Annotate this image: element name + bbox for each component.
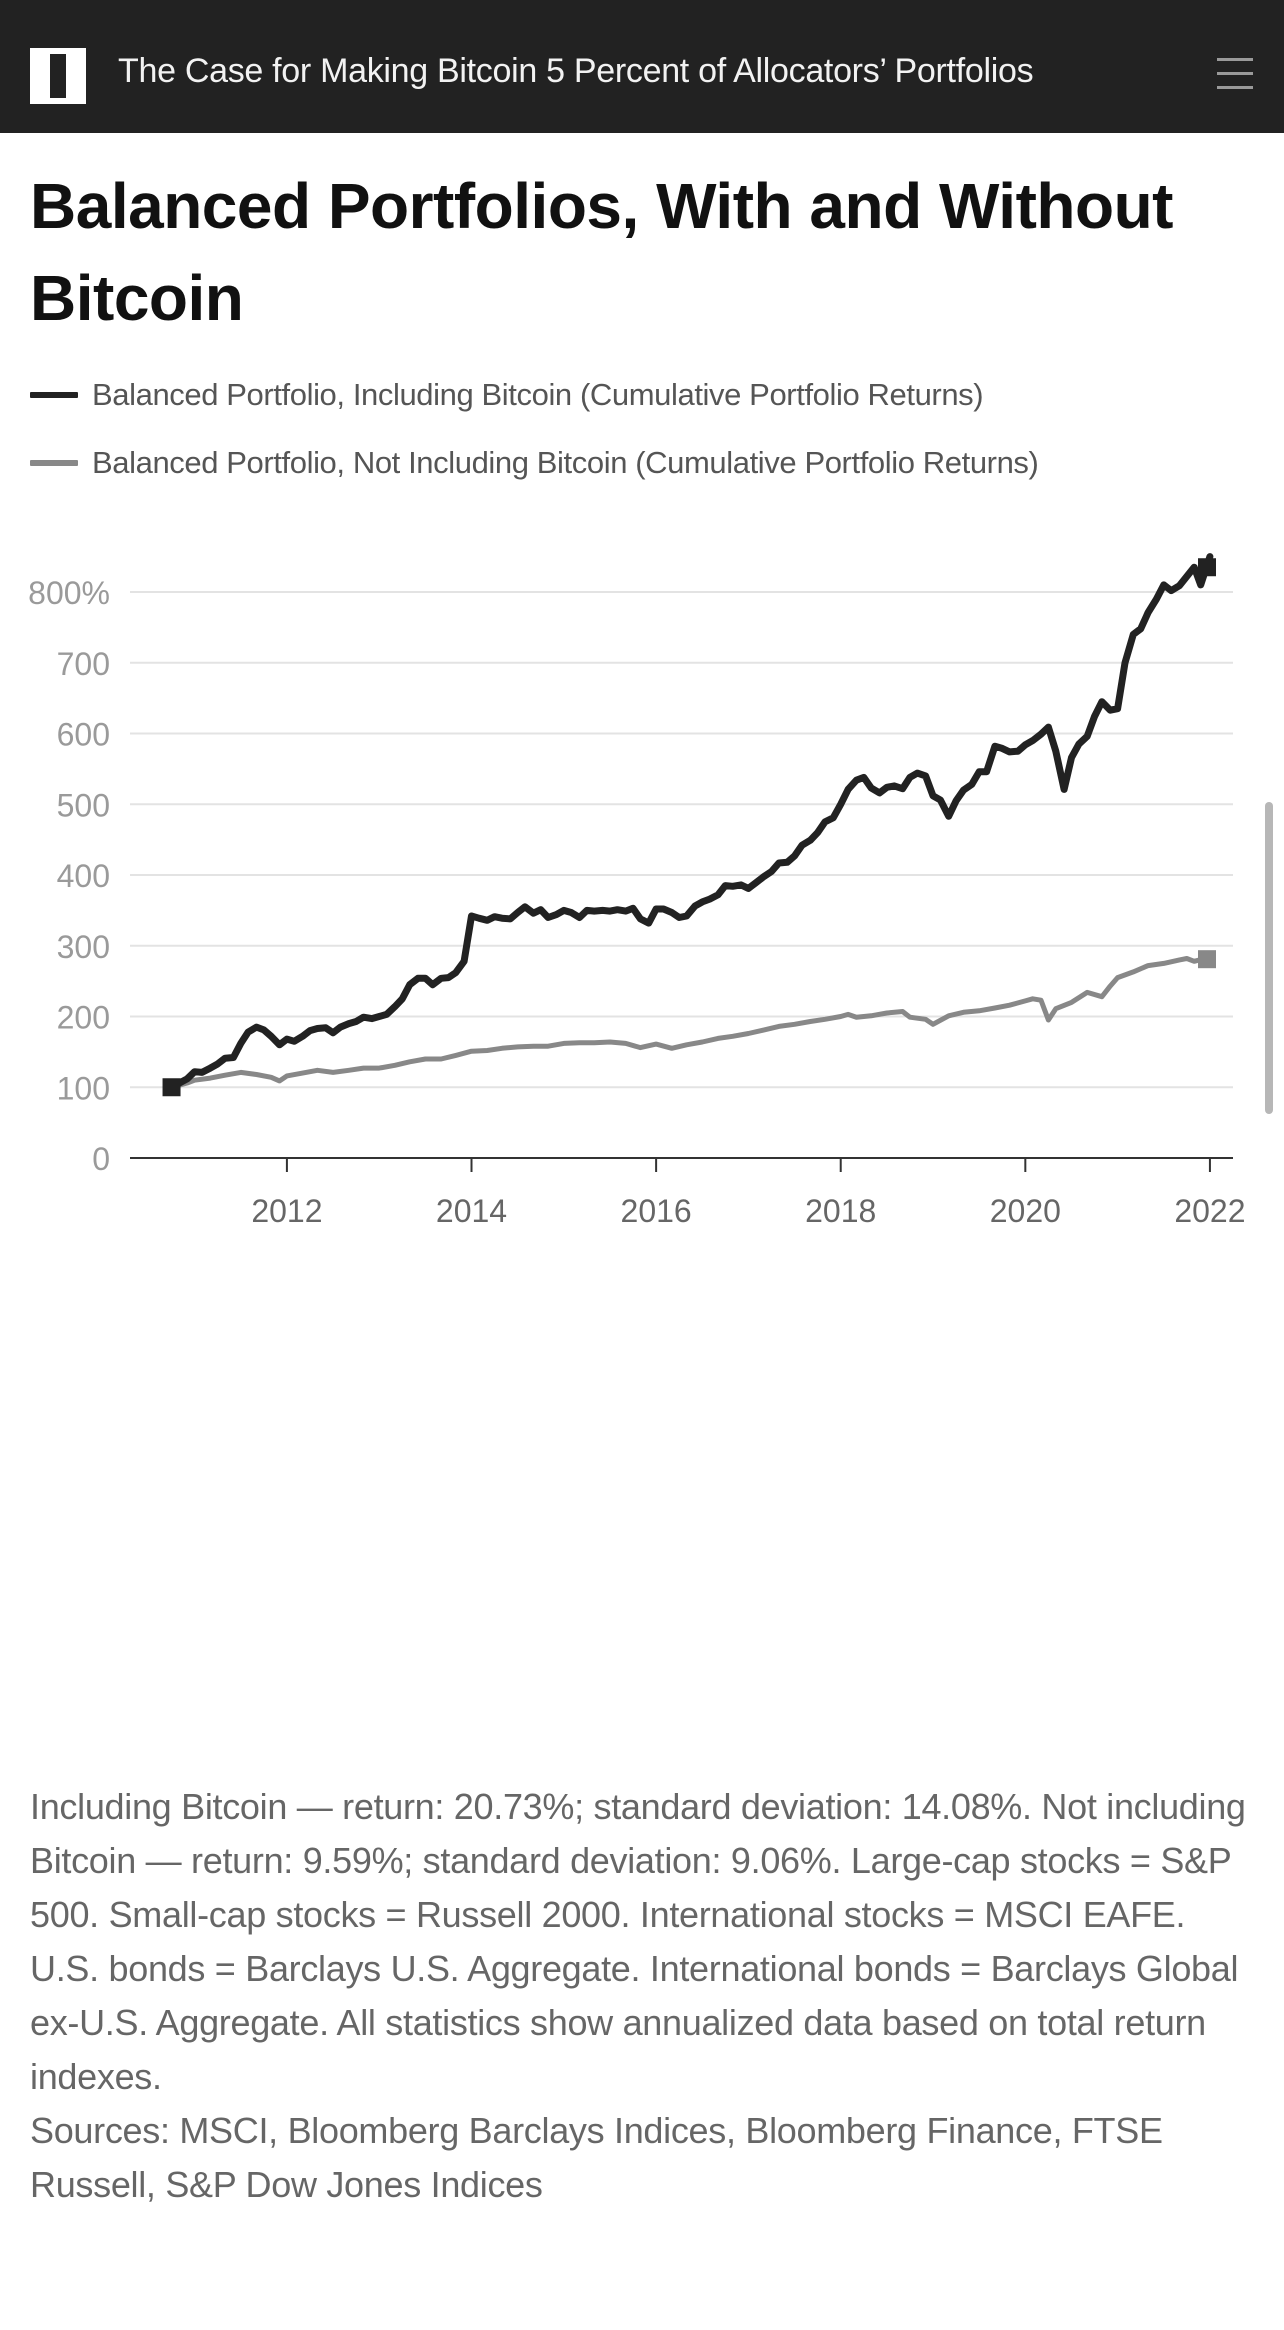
scrollbar-thumb[interactable] [1265,802,1273,1114]
series-line-not-including-bitcoin [169,956,1213,1090]
legend-item-including-bitcoin: Balanced Portfolio, Including Bitcoin (C… [30,372,1038,418]
legend-swatch-not-including-bitcoin [30,460,78,466]
chart-footnote: Including Bitcoin — return: 20.73%; stan… [30,1786,1246,2097]
top-navigation-bar: The Case for Making Bitcoin 5 Percent of… [0,0,1284,133]
x-tick-label: 2016 [621,1193,692,1229]
chart-headline: Balanced Portfolios, With and Without Bi… [30,170,1173,334]
legend-item-not-including-bitcoin: Balanced Portfolio, Not Including Bitcoi… [30,440,1039,486]
ii-logo-icon[interactable] [30,48,86,104]
y-tick-label: 200 [57,1000,110,1036]
legend-label-including-bitcoin: Balanced Portfolio, Including Bitcoin (C… [92,377,984,412]
y-tick-label: 100 [57,1070,110,1106]
chart-notes: Including Bitcoin — return: 20.73%; stan… [30,1780,1260,2212]
y-tick-label: 700 [57,646,110,682]
x-tick-label: 2018 [805,1193,876,1229]
y-tick-label: 600 [57,717,110,753]
series-line-including-bitcoin [168,553,1214,1091]
y-tick-label: 0 [92,1141,110,1177]
end-marker-not-including-bitcoin [1198,950,1216,969]
hamburger-menu-icon[interactable] [1217,58,1253,92]
chart-legend: Balanced Portfolio, Including Bitcoin (C… [30,372,1039,508]
y-tick-label: 500 [57,787,110,823]
end-marker-including-bitcoin [1198,558,1216,577]
article-title: The Case for Making Bitcoin 5 Percent of… [118,52,1034,90]
line-chart: 0 100 200 300 400 500 600 700 800% 2012 2014 2016 20… [28,553,1246,1229]
y-tick-label: 400 [57,858,110,894]
x-tick-label: 2012 [251,1193,322,1229]
x-tick-label: 2014 [436,1193,507,1229]
y-tick-label: 800% [28,575,110,611]
x-tick-label: 2020 [990,1193,1061,1229]
y-tick-label: 300 [57,929,110,965]
chart-sources: Sources: MSCI, Bloomberg Barclays Indice… [30,2110,1163,2205]
legend-swatch-including-bitcoin [30,392,78,398]
x-tick-label: 2022 [1174,1193,1245,1229]
legend-label-not-including-bitcoin: Balanced Portfolio, Not Including Bitcoi… [92,445,1039,480]
start-marker-including-bitcoin [162,1078,181,1097]
